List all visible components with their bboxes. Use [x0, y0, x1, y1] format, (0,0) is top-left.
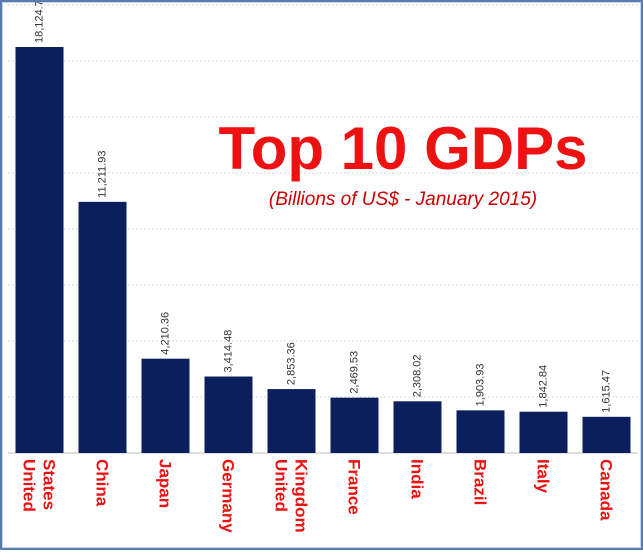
bar-japan	[141, 358, 190, 453]
value-label: 1,615.47	[601, 370, 613, 413]
bar-united-states	[15, 47, 64, 454]
category-label: France	[345, 459, 364, 515]
value-label: 11,211.93	[97, 151, 109, 198]
bars	[15, 47, 631, 454]
bar-india	[393, 401, 442, 453]
value-label: 2,853.36	[286, 342, 298, 385]
bar-germany	[204, 376, 253, 453]
value-label: 2,469.53	[349, 351, 361, 394]
category-label: China	[93, 459, 112, 507]
bar-united-kingdom	[267, 389, 316, 453]
bar-brazil	[456, 410, 505, 453]
category-label: Japan	[156, 459, 175, 508]
value-label: 1,903.93	[475, 364, 487, 407]
bar-france	[330, 397, 379, 453]
category-label: Brazil	[471, 459, 490, 505]
value-label: 18,124.73	[34, 2, 46, 43]
bar-canada	[582, 416, 631, 453]
chart-title: Top 10 GDPs	[219, 115, 588, 182]
bar-italy	[519, 411, 568, 453]
chart-subtitle: (Billions of US$ - January 2015)	[269, 189, 537, 210]
category-label: Germany	[219, 459, 238, 533]
value-label: 3,414.48	[223, 330, 235, 373]
value-label: 4,210.36	[160, 312, 172, 355]
category-label: India	[408, 459, 427, 499]
bar-china	[78, 201, 127, 453]
value-labels: 18,124.73 11,211.93 4,210.36 3,414.48 2,853.…	[34, 2, 613, 413]
category-label: UnitedKingdom	[272, 459, 311, 533]
category-label: Canada	[597, 459, 616, 521]
value-label: 2,308.02	[412, 354, 424, 397]
category-label: UnitedStates	[20, 459, 59, 512]
category-label: Italy	[534, 459, 553, 494]
category-labels: UnitedStates China Japan Germany UnitedKingd…	[20, 459, 616, 533]
value-label: 1,842.84	[538, 365, 550, 408]
